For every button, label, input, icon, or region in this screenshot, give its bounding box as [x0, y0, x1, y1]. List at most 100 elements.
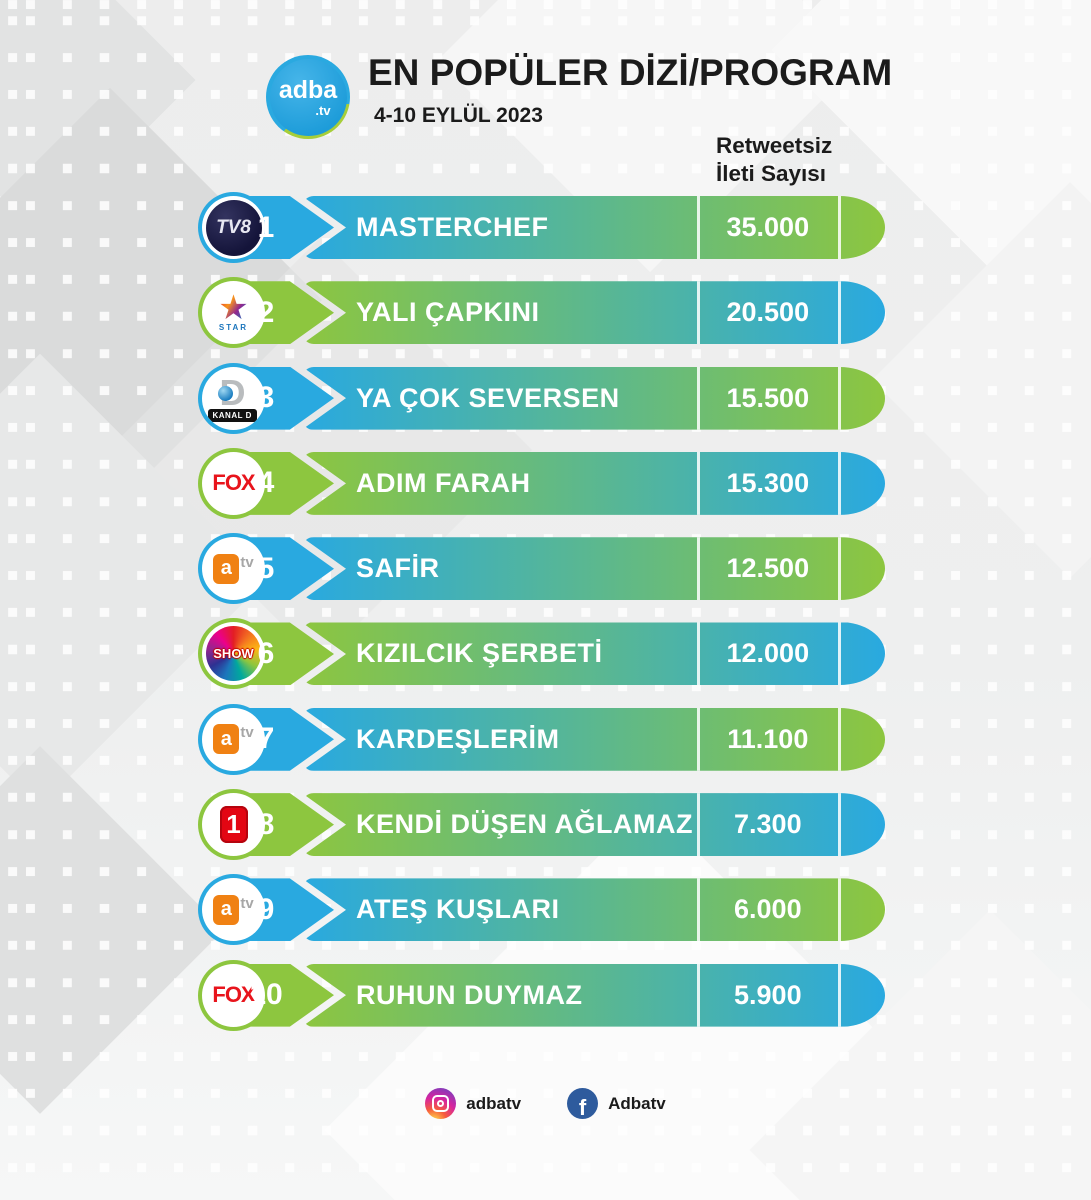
bar-divider [838, 196, 842, 259]
value-column-header-line2: İleti Sayısı [716, 161, 827, 187]
brand-tld: .tv [315, 102, 331, 118]
adbatv-logo: adba .tv [266, 55, 350, 139]
fox-logo: FOX [202, 963, 265, 1027]
tweet-count: 7.300 [734, 809, 802, 840]
ranking-row-7: KARDEŞLERİM 11.100 7 a tv [0, 703, 1091, 775]
ranking-row-6: KIZILCIK ŞERBETİ 12.000 6 SHOW [0, 618, 1091, 690]
rank-number: 8 [257, 807, 275, 841]
ranking-bar: ADIM FARAH 15.300 [302, 451, 885, 515]
show-title: ATEŞ KUŞLARI [356, 894, 560, 925]
fox-logo: FOX [202, 451, 265, 515]
atv-logo: a tv [202, 537, 265, 601]
ranking-bar: SAFİR 12.500 [302, 537, 885, 601]
kanal-d-globe-icon [217, 386, 233, 402]
rank-number: 3 [257, 381, 275, 415]
bar-divider [697, 451, 701, 515]
value-column-header-line1: Retweetsiz [716, 133, 833, 158]
atv-logo: a tv [202, 707, 265, 771]
date-range: 4-10 EYLÜL 2023 [374, 104, 543, 127]
show-title: RUHUN DUYMAZ [356, 979, 583, 1010]
rank-number: 2 [257, 295, 275, 329]
atv-tv-text: tv [240, 894, 254, 912]
bar-divider [838, 878, 842, 942]
rank-badge: 6 SHOW [198, 618, 334, 690]
rank-badge: 1 TV8 [198, 192, 334, 263]
rank-badge: 3 D KANAL D [198, 362, 334, 434]
ranking-bar: YA ÇOK SEVERSEN 15.500 [302, 366, 885, 430]
star-tv-logo: ★ STAR [202, 281, 265, 345]
show-sunburst-icon: SHOW [206, 626, 261, 682]
bar-divider [838, 451, 842, 515]
ranking-bar: RUHUN DUYMAZ 5.900 [302, 963, 885, 1027]
show-title: YA ÇOK SEVERSEN [356, 382, 620, 413]
ranking-row-5: SAFİR 12.500 5 a tv [0, 533, 1091, 605]
facebook-icon: f [567, 1088, 599, 1119]
ranking-bar: ATEŞ KUŞLARI 6.000 [302, 878, 885, 942]
rank-badge: 9 a tv [198, 874, 334, 946]
ranking-bar: KIZILCIK ŞERBETİ 12.000 [302, 622, 885, 686]
star-icon: ★ [218, 288, 249, 327]
tv8-logo-text: TV8 [205, 199, 262, 256]
tweet-count: 12.500 [726, 553, 810, 584]
bar-divider [697, 622, 701, 686]
bar-divider [697, 281, 701, 345]
show-title: YALI ÇAPKINI [356, 297, 540, 328]
atv-a-mark: a [213, 724, 240, 755]
ranking-row-4: ADIM FARAH 15.300 4 FOX [0, 447, 1091, 519]
trt1-logo-text: 1 [219, 806, 248, 844]
tweet-count: 15.500 [726, 382, 810, 413]
show-title: ADIM FARAH [356, 467, 531, 498]
ranking-row-3: YA ÇOK SEVERSEN 15.500 3 D KANAL D [0, 362, 1091, 434]
bar-divider [838, 707, 842, 771]
bar-divider [838, 963, 842, 1027]
tweet-count: 35.000 [726, 212, 810, 242]
rank-number: 7 [257, 722, 275, 756]
show-logo-text: SHOW [213, 646, 254, 662]
kanal-d-logo: D KANAL D [202, 366, 265, 430]
atv-logo: a tv [202, 878, 265, 942]
instagram-icon [425, 1088, 457, 1119]
bar-divider [838, 622, 842, 686]
bar-divider [838, 793, 842, 857]
show-tv-logo: SHOW [202, 622, 265, 686]
show-title: KIZILCIK ŞERBETİ [356, 638, 603, 669]
star-logo-text: STAR [218, 322, 249, 332]
bar-divider [697, 878, 701, 942]
rank-badge: 8 1 [198, 789, 334, 861]
bar-divider [838, 366, 842, 430]
facebook-handle: f Adbatv [567, 1088, 666, 1119]
ranking-list: MASTERCHEF 35.000 1 TV8 YALI ÇAPKINI [0, 192, 1091, 1031]
instagram-handle: adbatv [425, 1088, 521, 1119]
ranking-row-10: RUHUN DUYMAZ 5.900 10 FOX [0, 959, 1091, 1031]
show-title: SAFİR [356, 553, 440, 584]
bar-divider [697, 196, 701, 259]
ranking-row-9: ATEŞ KUŞLARI 6.000 9 a tv [0, 874, 1091, 946]
show-title: MASTERCHEF [356, 212, 549, 242]
facebook-handle-text: Adbatv [608, 1093, 666, 1113]
instagram-camera-glyph [432, 1095, 450, 1112]
rank-badge: 5 a tv [198, 533, 334, 605]
show-title: KENDİ DÜŞEN AĞLAMAZ [356, 809, 693, 840]
atv-tv-text: tv [240, 553, 254, 571]
bar-divider [838, 281, 842, 345]
bar-divider [697, 366, 701, 430]
bar-divider [838, 537, 842, 601]
page-title: EN POPÜLER DİZİ/PROGRAM [368, 52, 893, 93]
tweet-count: 20.500 [726, 297, 810, 328]
ranking-row-2: YALI ÇAPKINI 20.500 2 ★ STAR [0, 277, 1091, 349]
instagram-lens-glyph [437, 1100, 445, 1107]
rank-badge: 10 FOX [198, 959, 334, 1031]
ranking-row-8: KENDİ DÜŞEN AĞLAMAZ 7.300 8 1 [0, 789, 1091, 861]
show-title: KARDEŞLERİM [356, 723, 560, 754]
rank-number: 10 [249, 978, 283, 1012]
ranking-bar: KENDİ DÜŞEN AĞLAMAZ 7.300 [302, 793, 885, 857]
tweet-count: 11.100 [727, 723, 809, 754]
kanal-d-label: KANAL D [207, 409, 257, 423]
bar-divider [697, 537, 701, 601]
atv-tv-text: tv [240, 724, 254, 742]
tweet-count: 15.300 [726, 467, 810, 498]
ranking-row-1: MASTERCHEF 35.000 1 TV8 [0, 192, 1091, 263]
ranking-bar: YALI ÇAPKINI 20.500 [302, 281, 885, 345]
rank-badge: 4 FOX [198, 447, 334, 519]
rank-number: 9 [257, 892, 275, 926]
